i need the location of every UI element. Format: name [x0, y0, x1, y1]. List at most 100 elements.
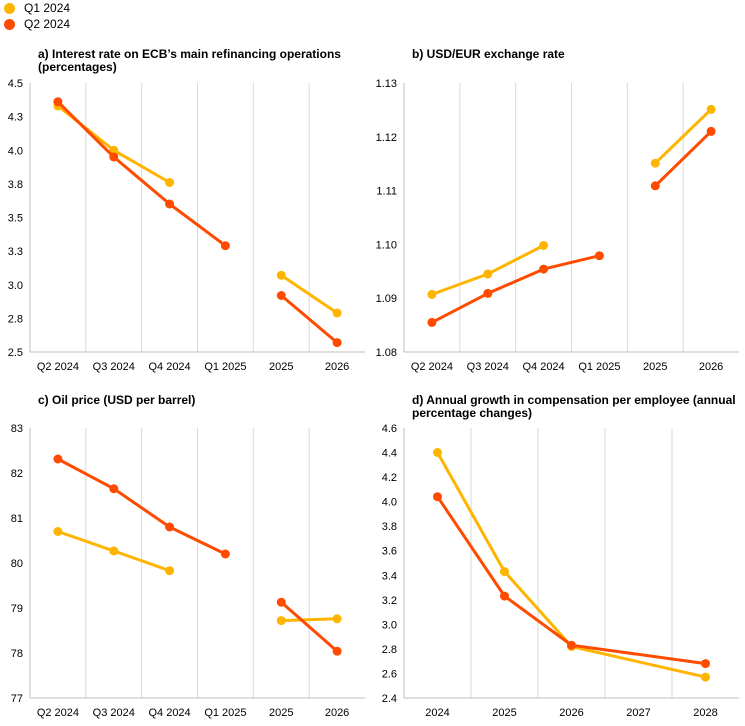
data-point-c-1: [53, 454, 63, 464]
y-tick-label: 79: [11, 603, 23, 615]
y-tick-label: 3.6: [382, 546, 397, 558]
x-tick-label: 2024: [425, 707, 449, 719]
y-tick-label: 1.10: [376, 239, 397, 251]
series-line-d-0: [436, 451, 707, 679]
data-point-d-0: [500, 567, 509, 577]
series-line-c-1: [56, 457, 227, 556]
x-tick-label: Q2 2024: [37, 707, 79, 719]
y-tick-label: 4.5: [8, 78, 23, 90]
legend-dot-q1-icon: [4, 2, 15, 14]
data-point-b-0: [706, 104, 716, 114]
y-tick-label: 4.0: [8, 145, 23, 157]
y-tick-label: 1.09: [376, 293, 397, 305]
y-tick-label: 1.08: [376, 347, 397, 359]
x-tick-label: Q3 2024: [467, 361, 509, 373]
data-point-c-0: [53, 527, 63, 536]
data-point-c-1: [165, 522, 175, 532]
data-point-d-1: [567, 640, 576, 650]
data-point-b-0: [650, 158, 660, 168]
legend: Q1 2024 Q2 2024: [0, 0, 300, 36]
x-tick-label: 2026: [559, 707, 583, 719]
y-tick-label: 2.8: [382, 644, 397, 656]
data-point-a-1: [165, 199, 175, 209]
series-line-b-1: [653, 129, 713, 188]
y-tick-label: 4.3: [8, 112, 23, 124]
data-point-a-0: [165, 178, 175, 187]
y-tick-label: 3.8: [8, 179, 23, 191]
y-tick-label: 3.3: [8, 246, 23, 258]
y-tick-label: 4.2: [382, 472, 397, 484]
y-tick-label: 4.0: [382, 497, 397, 509]
series-line-d-1: [436, 495, 707, 666]
series-line-a-1: [279, 294, 339, 345]
data-point-a-1: [53, 97, 63, 107]
data-point-c-1: [220, 549, 230, 559]
y-tick-label: 2.4: [382, 693, 397, 705]
y-tick-label: 1.11: [376, 186, 397, 198]
series-line-b-1: [430, 254, 601, 324]
data-point-b-1: [706, 126, 716, 136]
y-tick-label: 3.0: [382, 619, 397, 631]
x-tick-label: Q3 2024: [93, 361, 135, 373]
y-tick-label: 81: [11, 513, 23, 525]
y-tick-label: 4.6: [382, 423, 397, 435]
data-point-c-0: [165, 566, 175, 576]
data-point-d-0: [701, 672, 710, 682]
x-tick-label: 2025: [269, 707, 293, 719]
data-point-a-1: [276, 291, 286, 300]
series-line-a-0: [279, 273, 339, 315]
legend-label: Q1 2024: [24, 1, 71, 15]
data-point-c-0: [276, 616, 286, 626]
panel-c-title: c) Oil price (USD per barrel): [38, 393, 196, 407]
x-tick-label: Q2 2024: [37, 361, 79, 373]
data-point-b-1: [427, 317, 437, 327]
data-point-a-1: [220, 241, 230, 251]
y-tick-label: 78: [11, 648, 23, 660]
x-tick-label: Q4 2024: [148, 361, 190, 373]
panel-d-title: d) Annual growth in compensation per emp…: [412, 393, 736, 420]
data-point-a-0: [276, 270, 286, 280]
data-point-b-0: [427, 289, 437, 299]
data-point-c-0: [332, 614, 342, 624]
y-tick-label: 2.5: [8, 347, 23, 359]
panel-b-title: b) USD/EUR exchange rate: [412, 47, 565, 61]
panel-a-title: a) Interest rate on ECB’s main refinanci…: [38, 47, 341, 74]
y-tick-label: 3.5: [8, 213, 23, 225]
x-tick-label: 2026: [325, 707, 349, 719]
y-tick-label: 77: [11, 693, 23, 705]
y-tick-label: 1.12: [376, 132, 397, 144]
x-tick-label: Q1 2025: [204, 707, 246, 719]
x-tick-label: 2025: [492, 707, 516, 719]
y-tick-label: 4.4: [382, 448, 397, 460]
data-point-c-0: [109, 546, 119, 556]
y-tick-label: 3.8: [382, 521, 397, 533]
y-tick-label: 80: [11, 558, 23, 570]
data-point-a-0: [109, 145, 119, 155]
x-tick-label: 2027: [626, 707, 650, 719]
x-tick-label: Q2 2024: [411, 361, 453, 373]
y-tick-label: 2.6: [382, 668, 397, 680]
legend-item-q2-2024: Q2 2024: [4, 16, 70, 32]
data-point-c-1: [109, 484, 119, 494]
data-point-b-1: [594, 251, 604, 261]
data-point-b-1: [650, 181, 660, 191]
x-tick-label: Q4 2024: [148, 707, 190, 719]
series-line-c-0: [279, 617, 339, 623]
data-point-a-0: [332, 308, 342, 318]
data-point-b-0: [539, 241, 549, 250]
y-tick-label: 83: [11, 423, 23, 435]
y-tick-label: 2.8: [8, 313, 23, 325]
x-tick-label: Q1 2025: [578, 361, 620, 373]
x-tick-label: 2028: [693, 707, 717, 719]
data-point-d-1: [500, 591, 509, 601]
data-point-a-1: [332, 338, 342, 348]
data-point-d-1: [433, 492, 442, 502]
legend-item-q1-2024: Q1 2024: [4, 0, 70, 16]
y-tick-label: 82: [11, 468, 23, 480]
data-point-a-1: [109, 152, 119, 162]
data-point-b-0: [483, 269, 493, 279]
x-tick-label: Q1 2025: [204, 361, 246, 373]
data-point-b-1: [539, 264, 549, 274]
data-point-c-1: [276, 597, 286, 607]
